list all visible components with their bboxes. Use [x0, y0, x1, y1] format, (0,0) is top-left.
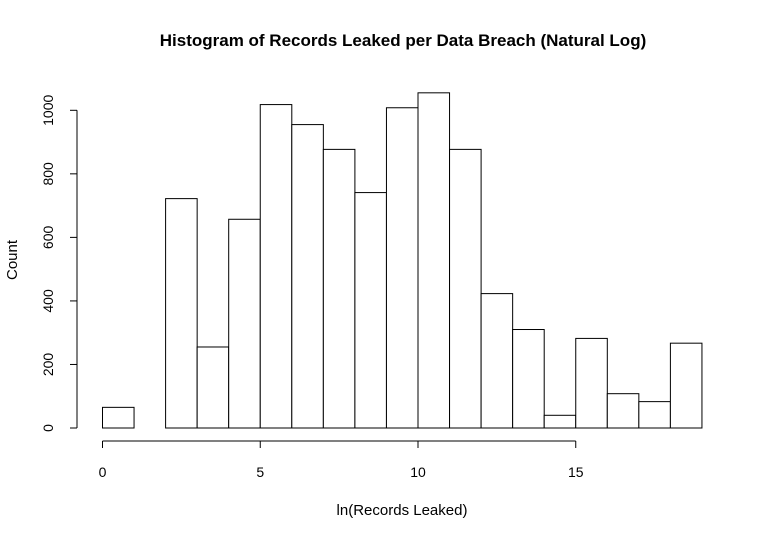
histogram-bar	[291, 124, 324, 429]
y-tick-label: 800	[40, 162, 56, 186]
x-tick-label: 5	[256, 464, 264, 480]
y-tick-label: 200	[40, 353, 56, 377]
histogram-bar	[480, 293, 514, 429]
x-tick-label: 10	[410, 464, 426, 480]
histogram-bar	[606, 393, 640, 429]
histogram-bar	[417, 92, 451, 429]
y-tick-label: 600	[40, 225, 56, 249]
y-axis-label: Count	[4, 239, 21, 280]
histogram-bar	[543, 414, 577, 429]
histogram-bar	[385, 107, 419, 429]
histogram-bar	[669, 342, 703, 429]
histogram-bar	[449, 148, 482, 429]
histogram-bar	[354, 192, 387, 429]
histogram-bar	[228, 218, 261, 429]
histogram-bar	[512, 329, 545, 429]
y-tick-label: 0	[40, 424, 56, 432]
histogram-bar	[165, 198, 198, 429]
x-tick-label: 0	[99, 464, 107, 480]
bar-group	[102, 92, 703, 429]
chart-title: Histogram of Records Leaked per Data Bre…	[160, 31, 647, 50]
histogram-bar	[322, 148, 356, 429]
y-tick-label: 1000	[40, 95, 56, 126]
histogram-bar	[638, 401, 671, 429]
histogram-bar	[259, 104, 293, 429]
x-axis-label: ln(Records Leaked)	[337, 502, 468, 519]
y-tick-label: 400	[40, 289, 56, 313]
histogram-bar	[102, 406, 135, 429]
x-axis: 0 5 10 15	[99, 440, 584, 480]
histogram-bar	[196, 346, 230, 429]
y-axis: 0 200 400 600 800 1000	[40, 95, 78, 432]
histogram-bar	[575, 337, 608, 429]
x-tick-label: 15	[568, 464, 584, 480]
